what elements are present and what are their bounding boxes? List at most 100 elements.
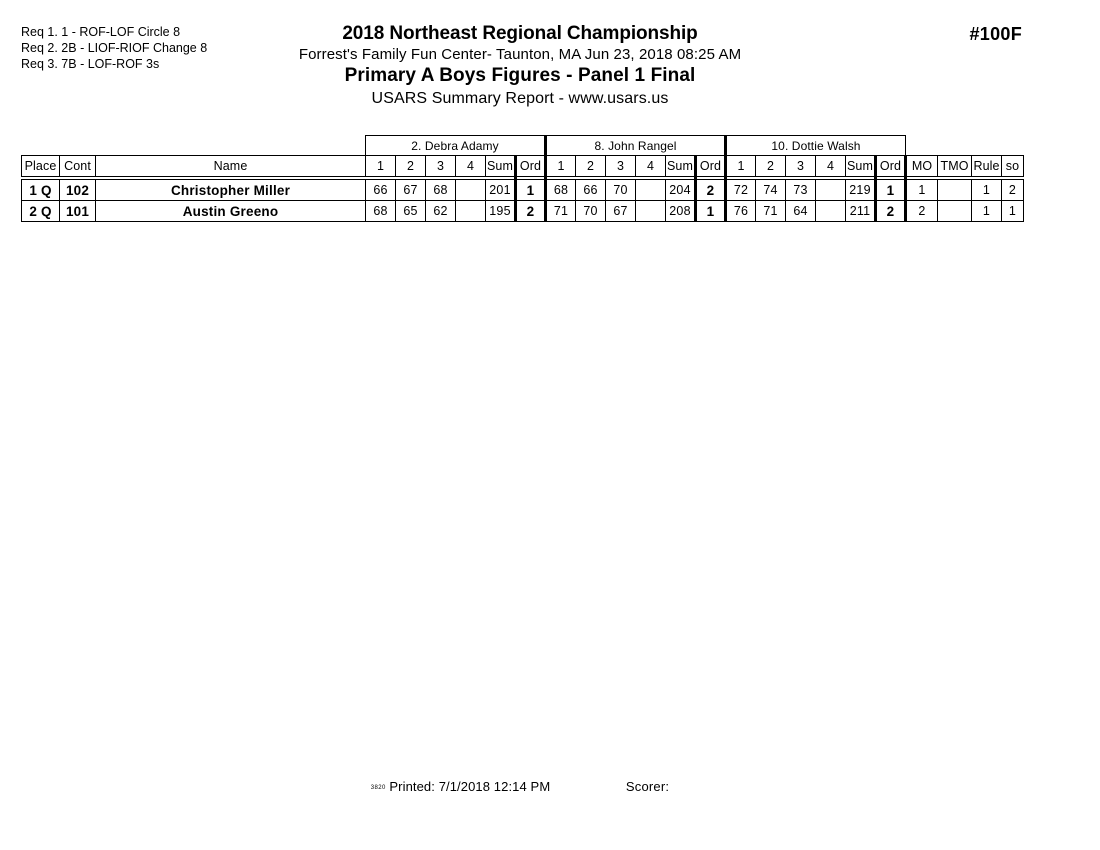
scorer-label: Scorer: [625,779,670,794]
header-j3-fig2: 2 [755,155,786,177]
table-header-row: Place Cont Name 1 2 3 4 Sum Ord 1 2 3 4 … [21,155,1024,177]
cell-j1-sum: 195 [485,200,517,222]
cell-j1-fig4 [455,200,486,222]
cell-rule: 1 [971,200,1002,222]
event-title: 2018 Northeast Regional Championship [342,23,698,44]
header-j1-fig3: 3 [425,155,456,177]
cell-j2-fig2: 66 [575,179,606,201]
table-row[interactable]: 2 Q 101 Austin Greeno 68 65 62 195 2 71 … [21,200,1024,222]
requirement-line: Req 2. 2B - LIOF-RIOF Change 8 [21,41,208,56]
table-row[interactable]: 1 Q 102 Christopher Miller 66 67 68 201 … [21,179,1024,201]
header-tmo: TMO [937,155,972,177]
header-j3-ord: Ord [875,155,907,177]
cell-place: 1 Q [21,179,60,201]
cell-mo: 2 [905,200,938,222]
header-j1-fig4: 4 [455,155,486,177]
header-j1-fig1: 1 [365,155,396,177]
header-j2-fig4: 4 [635,155,666,177]
cell-so: 2 [1001,179,1024,201]
report-subtitle: USARS Summary Report - www.usars.us [371,90,669,107]
header-j3-fig4: 4 [815,155,846,177]
header-j3-fig1: 1 [725,155,756,177]
cell-cont: 102 [59,179,96,201]
cell-tmo [937,179,972,201]
header-cont: Cont [59,155,96,177]
cell-j3-fig2: 74 [755,179,786,201]
header-j2-fig1: 1 [545,155,576,177]
cell-j1-fig1: 66 [365,179,396,201]
division-title: Primary A Boys Figures - Panel 1 Final [344,65,696,86]
judge-band-spacer [22,136,366,156]
judge-band-row: 2. Debra Adamy 8. John Rangel 10. Dottie… [22,135,1024,156]
cell-name: Christopher Miller [95,179,366,201]
judge-label-3: 10. Dottie Walsh [725,135,906,156]
cell-j3-fig1: 76 [725,200,756,222]
header-j2-ord: Ord [695,155,727,177]
cell-j1-fig4 [455,179,486,201]
header-j1-ord: Ord [515,155,547,177]
cell-j1-fig3: 68 [425,179,456,201]
header-so: so [1001,155,1024,177]
cell-j2-fig4 [635,179,666,201]
header-rule: Rule [971,155,1002,177]
report-header: 2018 Northeast Regional Championship For… [0,22,1040,109]
cell-j2-sum: 204 [665,179,697,201]
cell-j3-fig4 [815,179,846,201]
cell-j2-ord: 1 [695,200,727,222]
cell-j2-fig4 [635,200,666,222]
report-code: 3820 [370,785,386,791]
cell-j2-fig1: 68 [545,179,576,201]
results-table-container: 2. Debra Adamy 8. John Rangel 10. Dottie… [21,135,1024,222]
header-j2-fig2: 2 [575,155,606,177]
header-double-rule [21,176,1024,180]
cell-place: 2 Q [21,200,60,222]
header-j2-fig3: 3 [605,155,636,177]
printed-timestamp: Printed: 7/1/2018 12:14 PM [389,779,551,794]
cell-j2-fig2: 70 [575,200,606,222]
cell-j1-ord: 2 [515,200,547,222]
cell-j3-sum: 211 [845,200,877,222]
cell-j3-ord: 2 [875,200,907,222]
header-name: Name [95,155,366,177]
header-j2-sum: Sum [665,155,697,177]
cell-so: 1 [1001,200,1024,222]
requirement-line: Req 1. 1 - ROF-LOF Circle 8 [21,25,181,39]
cell-j1-ord: 1 [515,179,547,201]
cell-j3-fig3: 73 [785,179,816,201]
cell-tmo [937,200,972,222]
cell-cont: 101 [59,200,96,222]
cell-mo: 1 [905,179,938,201]
header-j3-fig3: 3 [785,155,816,177]
cell-j1-fig3: 62 [425,200,456,222]
requirements-block: Req 1. 1 - ROF-LOF Circle 8 Req 2. 2B - … [21,24,207,73]
cell-j2-fig3: 67 [605,200,636,222]
cell-rule: 1 [971,179,1002,201]
cell-name: Austin Greeno [95,200,366,222]
cell-j2-fig3: 70 [605,179,636,201]
cell-j1-fig1: 68 [365,200,396,222]
cell-j3-fig1: 72 [725,179,756,201]
cell-j2-fig1: 71 [545,200,576,222]
report-footer: 3820 Printed: 7/1/2018 12:14 PM Scorer: [0,779,1040,794]
header-place: Place [21,155,60,177]
header-j3-sum: Sum [845,155,877,177]
header-mo: MO [905,155,938,177]
cell-j2-ord: 2 [695,179,727,201]
cell-j1-sum: 201 [485,179,517,201]
cell-j1-fig2: 65 [395,200,426,222]
judge-band-spacer-right [906,136,1024,156]
cell-j3-fig3: 64 [785,200,816,222]
judge-label-1: 2. Debra Adamy [365,135,547,156]
cell-j3-fig4 [815,200,846,222]
cell-j3-ord: 1 [875,179,907,201]
cell-j1-fig2: 67 [395,179,426,201]
cell-j2-sum: 208 [665,200,697,222]
event-number: #100F [969,24,1022,44]
header-j1-sum: Sum [485,155,517,177]
header-j1-fig2: 2 [395,155,426,177]
venue-and-datetime: Forrest's Family Fun Center- Taunton, MA… [298,46,742,63]
cell-j3-sum: 219 [845,179,877,201]
results-table: 2. Debra Adamy 8. John Rangel 10. Dottie… [21,135,1024,222]
cell-j3-fig2: 71 [755,200,786,222]
requirement-line: Req 3. 7B - LOF-ROF 3s [21,57,160,72]
